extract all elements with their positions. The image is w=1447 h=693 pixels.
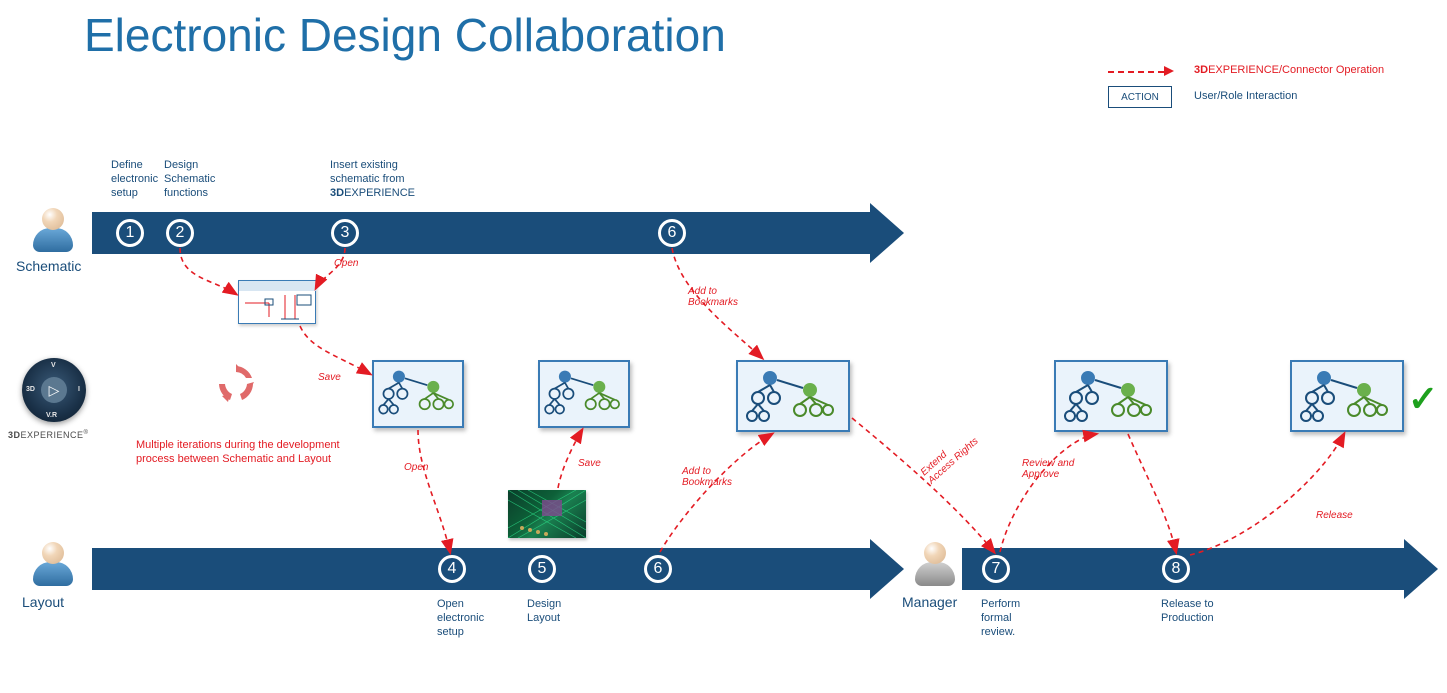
- step-6-layout: 6: [644, 555, 672, 583]
- edge-s8-down: [1128, 434, 1176, 552]
- edge-open3: [316, 248, 345, 288]
- step-5: 5: [528, 555, 556, 583]
- step-6-schematic: 6: [658, 219, 686, 247]
- edge-addbm-sch: [672, 248, 762, 358]
- step-8: 8: [1162, 555, 1190, 583]
- step-1: 1: [116, 219, 144, 247]
- step-4: 4: [438, 555, 466, 583]
- edge-addbm-layout: [660, 434, 772, 552]
- edge-release: [1190, 434, 1344, 555]
- step-7: 7: [982, 555, 1010, 583]
- connectors-layer: [0, 0, 1447, 693]
- edge-save-pcb: [558, 430, 582, 488]
- edge-extend: [852, 418, 994, 552]
- step-3: 3: [331, 219, 359, 247]
- edge-open4: [418, 430, 450, 552]
- step-2: 2: [166, 219, 194, 247]
- edge-review: [1000, 434, 1096, 552]
- edge-save-sch: [300, 326, 370, 374]
- edge-s2-down: [180, 248, 236, 294]
